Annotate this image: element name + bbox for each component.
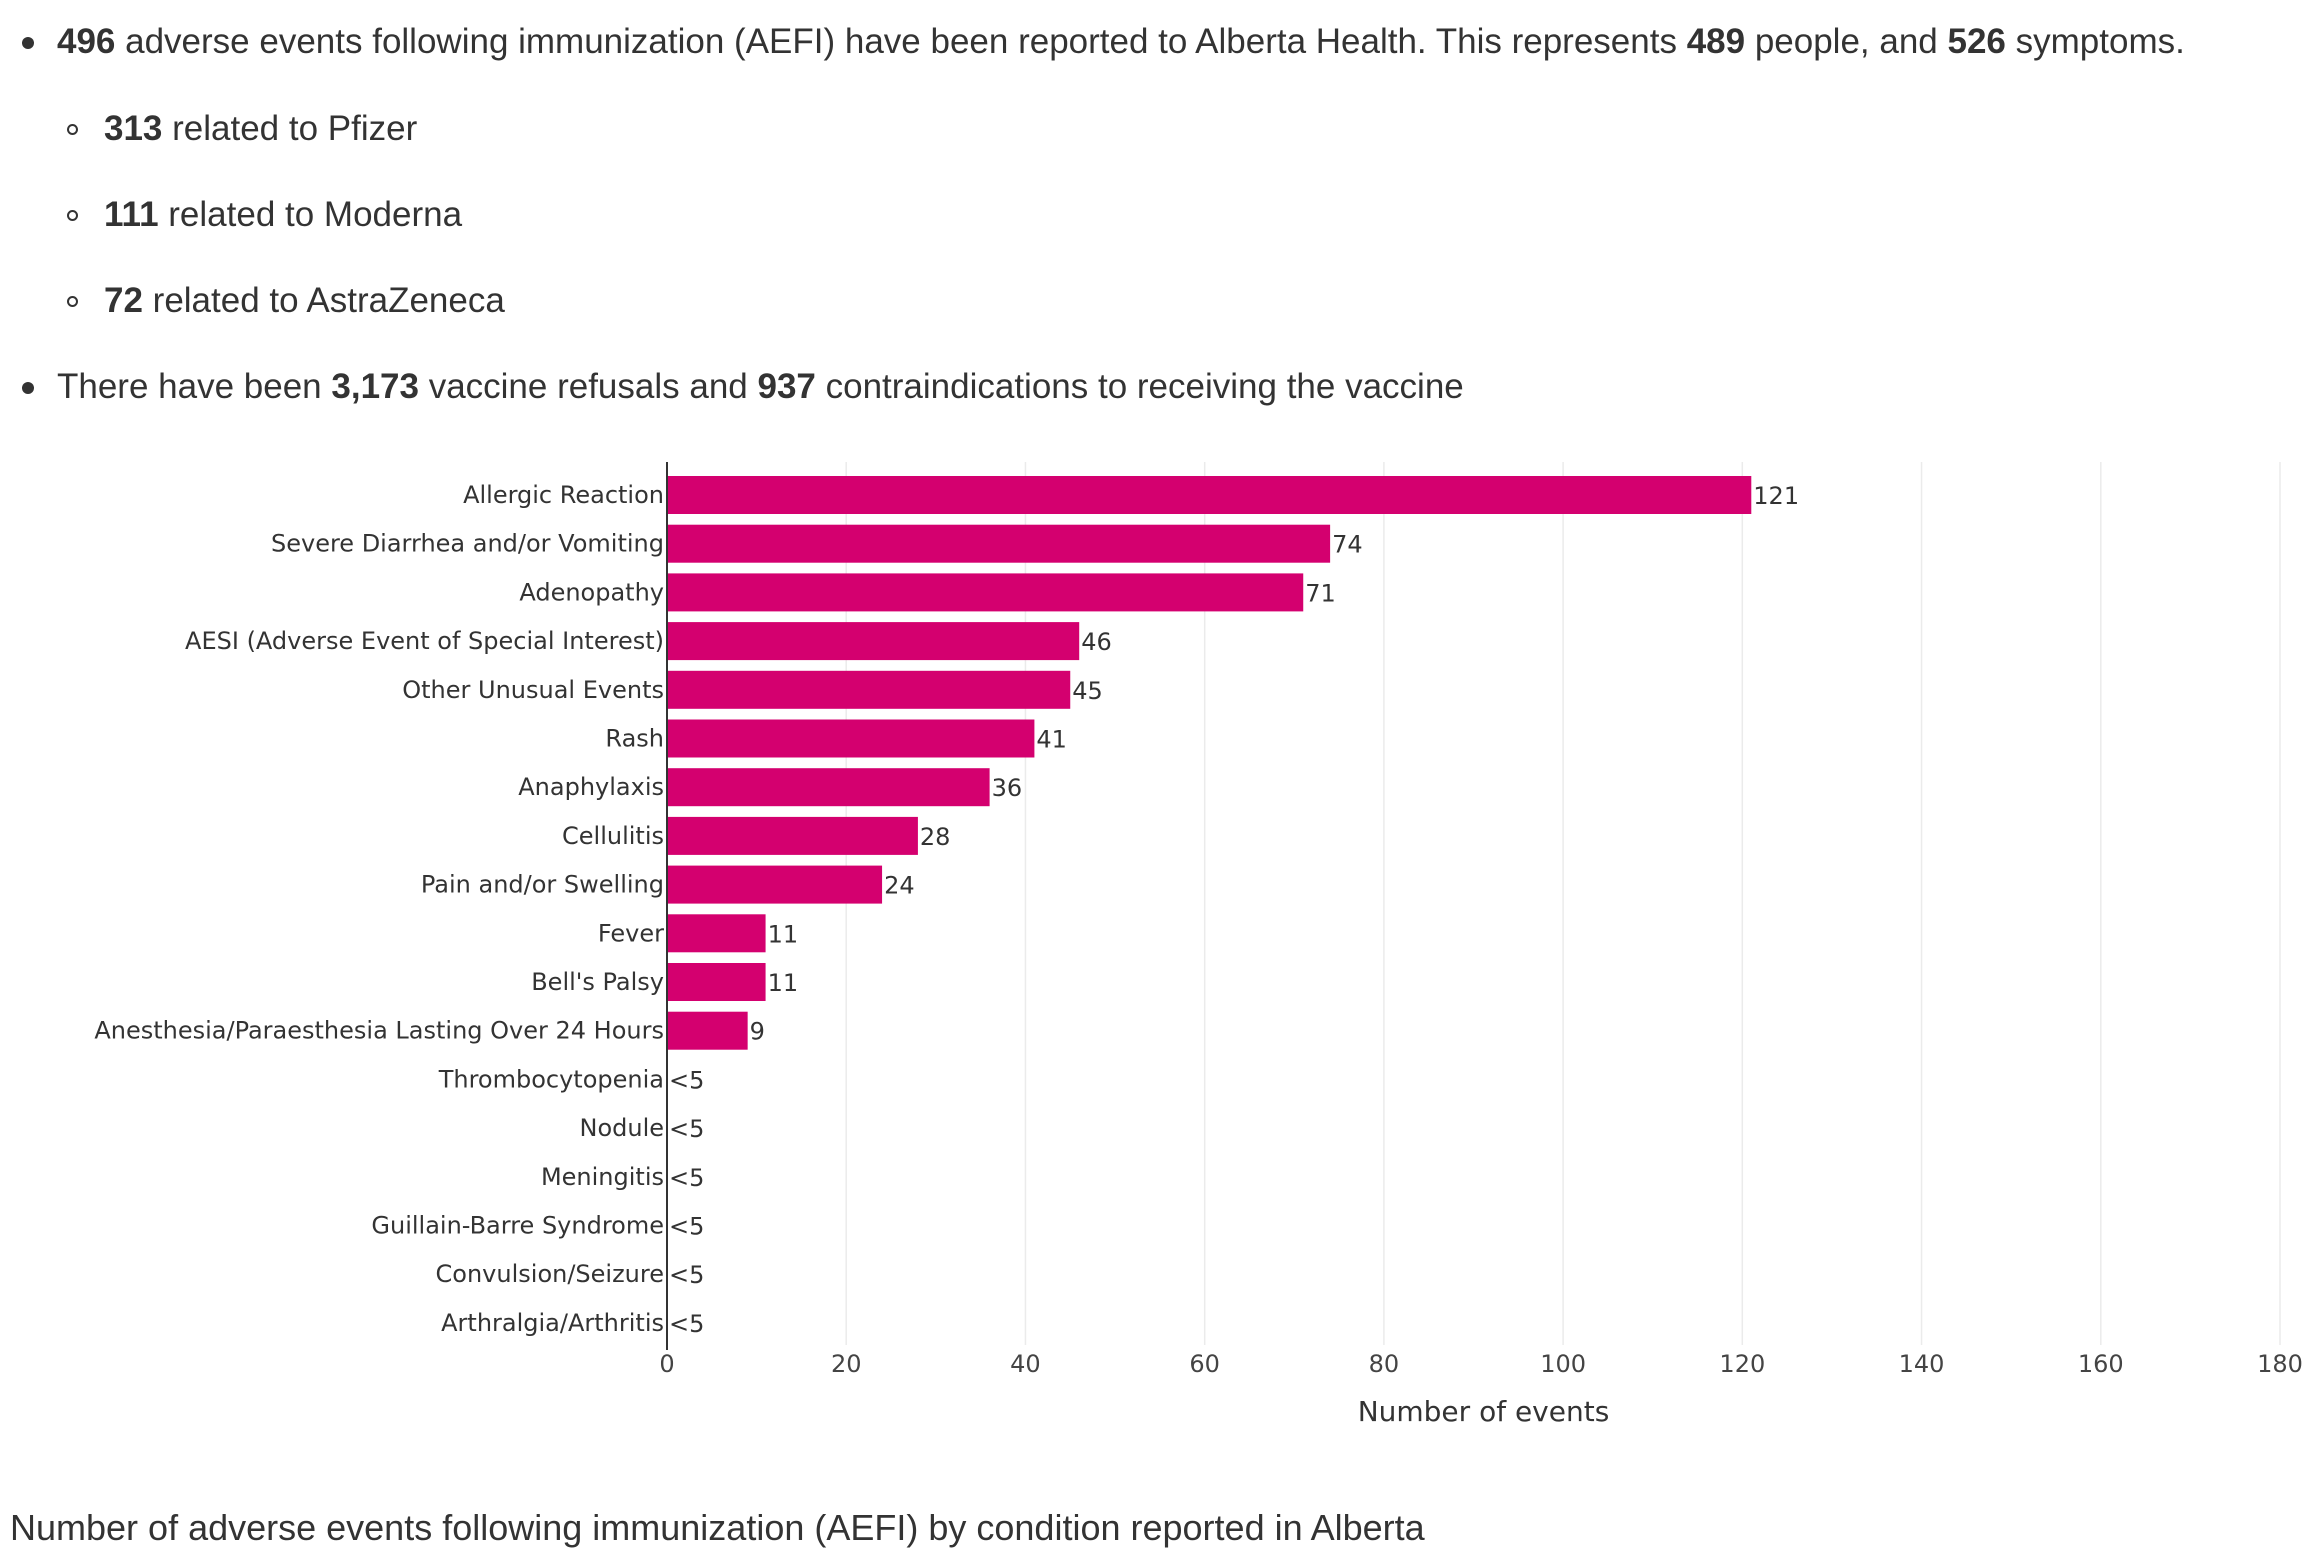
data-label: 28 bbox=[920, 823, 951, 851]
summary-pfizer: 313 related to Pfizer bbox=[104, 109, 418, 148]
data-label: 9 bbox=[750, 1018, 765, 1046]
x-tick-label: 40 bbox=[1010, 1350, 1041, 1378]
data-label: <5 bbox=[669, 1261, 704, 1289]
bar bbox=[667, 914, 766, 953]
category-label: Meningitis bbox=[541, 1163, 664, 1191]
contraindication-count: 937 bbox=[757, 367, 816, 406]
bar bbox=[667, 524, 1331, 563]
category-label: Anaphylaxis bbox=[518, 773, 664, 801]
x-tick-label: 120 bbox=[1719, 1350, 1765, 1378]
bar bbox=[667, 622, 1080, 661]
people-count: 489 bbox=[1686, 22, 1746, 61]
bullet-ring bbox=[67, 210, 78, 221]
data-label: 74 bbox=[1332, 531, 1363, 559]
aefi-bar-chart: 0 20 40 60 80 100 120 140 160 180 Allergic Reactio… bbox=[94, 462, 2303, 1428]
bullet-dot bbox=[22, 37, 34, 49]
x-tick-label: 20 bbox=[831, 1350, 862, 1378]
data-label: 24 bbox=[884, 872, 915, 900]
category-label: Fever bbox=[598, 919, 664, 947]
category-label: Nodule bbox=[579, 1114, 664, 1142]
refusal-count: 3,173 bbox=[331, 367, 419, 406]
x-tick-label: 100 bbox=[1540, 1350, 1586, 1378]
bullet-ring bbox=[67, 124, 78, 135]
data-label: <5 bbox=[669, 1164, 704, 1192]
data-label: 121 bbox=[1753, 482, 1799, 510]
bar bbox=[667, 865, 883, 904]
category-label: Guillain-Barre Syndrome bbox=[371, 1212, 664, 1240]
x-tick-label: 160 bbox=[2078, 1350, 2124, 1378]
summary-astrazeneca: 72 related to AstraZeneca bbox=[104, 281, 505, 320]
bar bbox=[667, 963, 766, 1001]
category-label: Allergic Reaction bbox=[463, 481, 664, 509]
category-label: Convulsion/Seizure bbox=[436, 1260, 664, 1288]
category-label: Bell's Palsy bbox=[531, 968, 664, 996]
category-label: Severe Diarrhea and/or Vomiting bbox=[271, 530, 664, 558]
category-label: Anesthesia/Paraesthesia Lasting Over 24 … bbox=[94, 1017, 664, 1045]
bar bbox=[667, 476, 1752, 514]
bullet-dot bbox=[22, 382, 34, 394]
data-label: 36 bbox=[992, 774, 1023, 802]
x-axis-title: Number of events bbox=[1358, 1395, 1610, 1428]
x-tick-label: 0 bbox=[659, 1350, 674, 1378]
chart-caption: Number of adverse events following immun… bbox=[10, 1507, 1425, 1548]
summary-line-refusals: There have been 3,173 vaccine refusals a… bbox=[57, 367, 1464, 406]
bar bbox=[667, 768, 990, 807]
bar bbox=[667, 1011, 748, 1050]
data-label: <5 bbox=[669, 1213, 704, 1241]
category-label: AESI (Adverse Event of Special Interest) bbox=[185, 627, 664, 655]
data-label: 46 bbox=[1081, 628, 1112, 656]
summary-line-aefi: 496 adverse events following immunizatio… bbox=[57, 22, 2185, 61]
data-label: 41 bbox=[1036, 726, 1067, 754]
x-tick-label: 180 bbox=[2257, 1350, 2303, 1378]
x-tick-label: 60 bbox=[1189, 1350, 1220, 1378]
data-label: 71 bbox=[1305, 579, 1336, 607]
x-tick-label: 140 bbox=[1899, 1350, 1945, 1378]
data-label: 45 bbox=[1072, 677, 1103, 705]
data-label: <5 bbox=[669, 1115, 704, 1143]
x-tick-label: 80 bbox=[1369, 1350, 1400, 1378]
aefi-count: 496 bbox=[57, 22, 116, 61]
category-label: Other Unusual Events bbox=[402, 676, 664, 704]
data-label: <5 bbox=[669, 1066, 704, 1094]
bar bbox=[667, 816, 918, 855]
summary-moderna: 111 related to Moderna bbox=[104, 195, 463, 234]
category-label: Pain and/or Swelling bbox=[421, 871, 664, 899]
category-label: Thrombocytopenia bbox=[438, 1065, 664, 1093]
bar bbox=[667, 573, 1304, 612]
data-label: 11 bbox=[768, 969, 799, 997]
bar bbox=[667, 670, 1071, 709]
data-label: 11 bbox=[768, 920, 799, 948]
category-label: Cellulitis bbox=[562, 822, 664, 850]
category-label: Arthralgia/Arthritis bbox=[441, 1309, 664, 1337]
category-label: Adenopathy bbox=[519, 578, 664, 606]
bar bbox=[667, 719, 1035, 758]
symptom-count: 526 bbox=[1947, 22, 2006, 61]
bullet-ring bbox=[67, 296, 78, 307]
data-label: <5 bbox=[669, 1310, 704, 1338]
category-label: Rash bbox=[605, 725, 664, 753]
